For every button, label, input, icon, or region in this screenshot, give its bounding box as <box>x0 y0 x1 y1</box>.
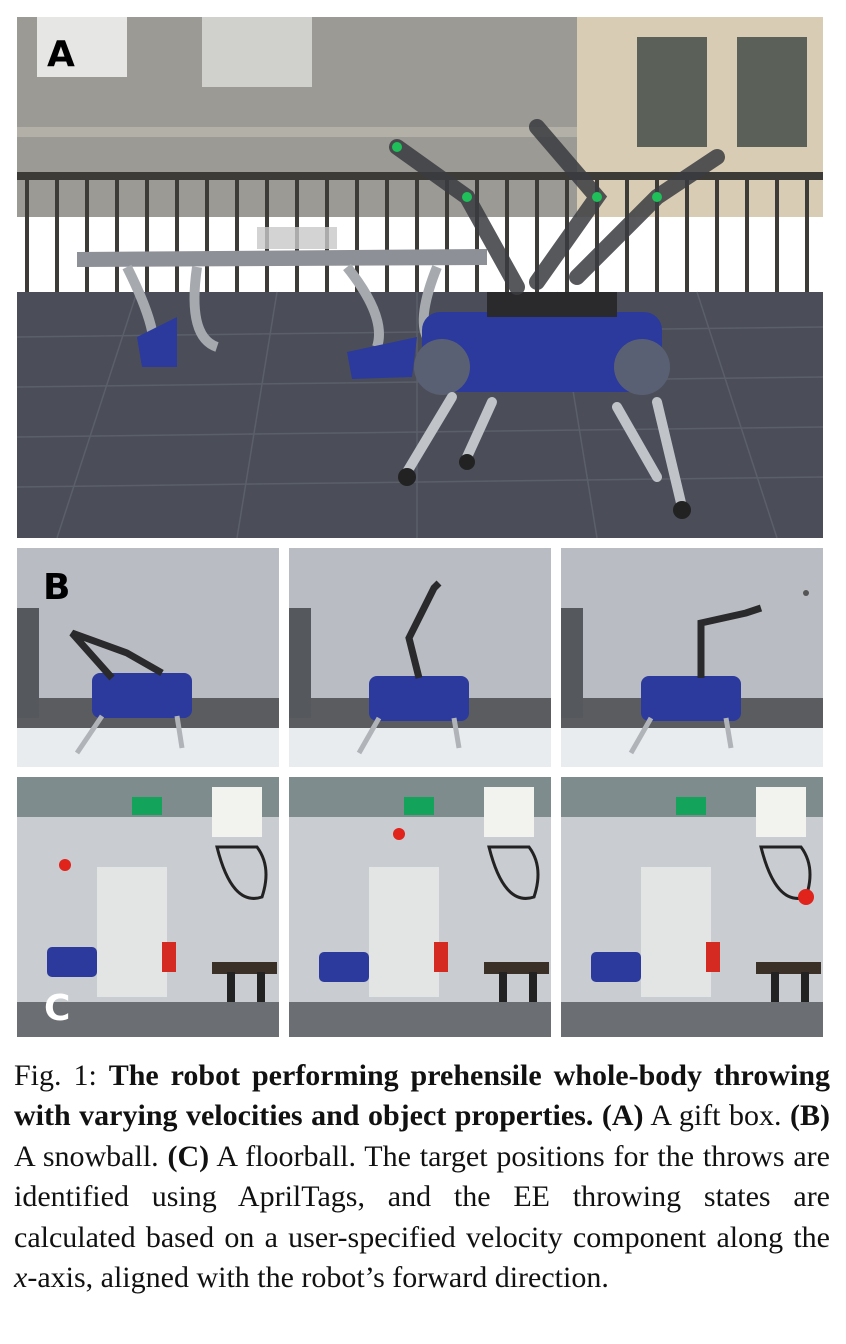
figure-caption: Fig. 1: The robot performing prehensile … <box>14 1056 830 1298</box>
caption-item-c-text: A floorball. The target positions for th… <box>14 1139 830 1254</box>
caption-axis-var: x <box>14 1261 28 1295</box>
panel-b-photo-1: B <box>17 548 279 767</box>
caption-tail-text: -axis, aligned with the robot’s forward … <box>27 1261 609 1295</box>
panel-c-label: C <box>44 988 71 1029</box>
panel-b-photo-3 <box>561 548 823 767</box>
panel-c-photo-1: C <box>17 777 279 1037</box>
panel-b-label: B <box>43 567 71 608</box>
figure-1: A B <box>17 17 823 1037</box>
panel-b-photo-2 <box>289 548 551 767</box>
caption-item-a-text: A gift box. <box>650 1099 782 1133</box>
caption-prefix: Fig. 1: <box>14 1059 97 1092</box>
robot-throwing-outdoor-photo <box>17 17 823 538</box>
panel-c-photo-2 <box>289 777 551 1037</box>
robot-throwing-floorball-photo <box>17 777 279 1037</box>
panel-a-label: A <box>47 34 75 75</box>
caption-item-b-label: (B) <box>790 1099 830 1133</box>
caption-title: The robot performing prehensile whole-bo… <box>14 1059 831 1133</box>
caption-item-c-label: (C) <box>167 1139 210 1173</box>
panel-a-photo: A <box>17 17 823 538</box>
robot-throwing-snowball-photo <box>17 548 279 767</box>
caption-item-a-label: (A) <box>601 1099 644 1133</box>
caption-item-b-text: A snowball. <box>14 1139 159 1173</box>
panel-c-photo-3 <box>561 777 823 1037</box>
